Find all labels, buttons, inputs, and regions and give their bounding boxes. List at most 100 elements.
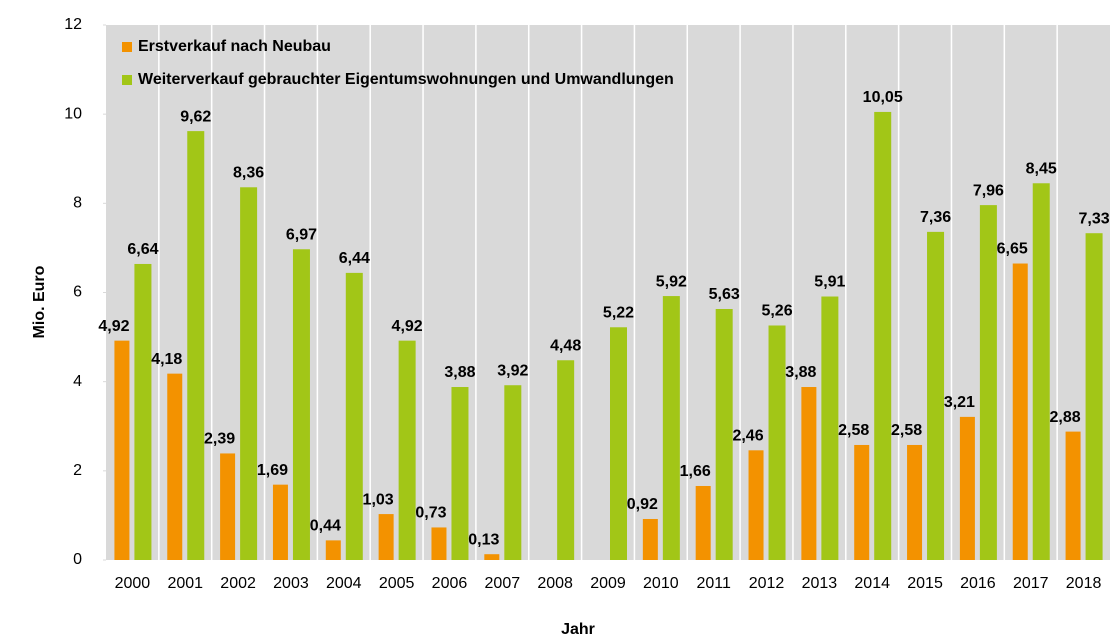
data-label: 0,73 xyxy=(415,505,446,522)
y-tick-label: 10 xyxy=(64,105,82,122)
y-tick-label: 4 xyxy=(73,373,82,390)
x-tick-label: 2009 xyxy=(590,575,626,592)
bar xyxy=(378,514,394,560)
data-label: 7,96 xyxy=(973,182,1004,199)
x-tick-label: 2005 xyxy=(379,575,415,592)
data-label: 5,91 xyxy=(814,274,845,291)
data-label: 1,03 xyxy=(363,491,394,508)
data-label: 4,48 xyxy=(550,337,581,354)
x-tick-label: 2008 xyxy=(537,575,573,592)
y-tick-label: 6 xyxy=(73,284,82,301)
data-label: 6,65 xyxy=(997,241,1028,258)
legend-swatch xyxy=(122,42,132,52)
bar xyxy=(801,387,817,560)
data-label: 2,58 xyxy=(838,422,869,439)
data-label: 0,13 xyxy=(468,531,499,548)
y-tick-label: 0 xyxy=(73,551,82,568)
x-tick-label: 2012 xyxy=(749,575,785,592)
data-label: 1,69 xyxy=(257,462,288,479)
data-label: 0,92 xyxy=(627,496,658,513)
bar xyxy=(451,387,469,560)
bar xyxy=(748,450,764,560)
bar xyxy=(1065,431,1081,560)
data-label: 9,62 xyxy=(180,108,211,125)
bar xyxy=(292,249,310,561)
data-label: 4,92 xyxy=(98,318,129,335)
data-label: 2,88 xyxy=(1050,409,1081,426)
data-label: 8,45 xyxy=(1026,160,1057,177)
data-label: 2,46 xyxy=(732,428,763,445)
x-tick-label: 2004 xyxy=(326,575,362,592)
x-tick-label: 2011 xyxy=(696,575,731,592)
data-label: 6,64 xyxy=(127,241,158,258)
bar xyxy=(325,540,341,560)
data-label: 4,92 xyxy=(392,318,423,335)
data-label: 5,63 xyxy=(709,286,740,303)
bar xyxy=(398,340,416,560)
bar xyxy=(345,272,363,560)
bar xyxy=(821,296,839,560)
x-tick-label: 2013 xyxy=(802,575,838,592)
bar xyxy=(557,360,575,560)
bar xyxy=(979,205,997,560)
legend-label: Erstverkauf nach Neubau xyxy=(138,38,331,55)
bar xyxy=(431,527,447,560)
bar xyxy=(114,340,130,560)
x-tick-label: 2010 xyxy=(643,575,679,592)
data-label: 4,18 xyxy=(151,351,182,368)
x-axis-title: Jahr xyxy=(561,621,595,638)
bar xyxy=(187,131,205,560)
x-tick-label: 2017 xyxy=(1013,575,1049,592)
bar xyxy=(662,296,680,560)
legend-swatch xyxy=(122,75,132,85)
y-tick-label: 12 xyxy=(64,16,82,33)
data-label: 5,92 xyxy=(656,273,687,290)
data-label: 1,66 xyxy=(680,463,711,480)
bar xyxy=(220,453,236,560)
data-label: 2,39 xyxy=(204,431,235,448)
data-label: 2,58 xyxy=(891,422,922,439)
x-tick-label: 2003 xyxy=(273,575,309,592)
bar xyxy=(642,518,658,560)
x-tick-label: 2007 xyxy=(485,575,521,592)
x-tick-label: 2016 xyxy=(960,575,996,592)
bar xyxy=(272,484,288,560)
bar xyxy=(854,444,870,560)
bar xyxy=(959,416,975,560)
data-label: 3,92 xyxy=(497,362,528,379)
data-label: 10,05 xyxy=(863,89,903,106)
bar xyxy=(134,263,152,560)
x-tick-label: 2002 xyxy=(220,575,256,592)
bar xyxy=(1012,263,1028,560)
data-label: 8,36 xyxy=(233,165,264,182)
y-tick-label: 8 xyxy=(73,195,82,212)
bar xyxy=(768,325,786,560)
data-label: 6,97 xyxy=(286,226,317,243)
bar xyxy=(715,308,733,560)
bar xyxy=(927,231,945,560)
x-tick-label: 2006 xyxy=(432,575,468,592)
bar xyxy=(907,444,923,560)
bar xyxy=(610,327,627,560)
bar xyxy=(695,485,711,560)
bar xyxy=(1032,183,1050,561)
bar xyxy=(484,554,500,560)
data-label: 7,33 xyxy=(1079,210,1110,227)
x-tick-label: 2014 xyxy=(854,575,890,592)
bar xyxy=(240,187,258,561)
data-label: 7,36 xyxy=(920,209,951,226)
x-tick-label: 2001 xyxy=(167,575,203,592)
x-tick-label: 2000 xyxy=(115,575,151,592)
bar xyxy=(874,111,892,560)
data-label: 5,22 xyxy=(603,304,634,321)
y-axis-title: Mio. Euro xyxy=(31,265,48,338)
bar xyxy=(167,373,183,560)
x-tick-label: 2018 xyxy=(1066,575,1102,592)
data-label: 3,21 xyxy=(944,394,975,411)
data-label: 0,44 xyxy=(310,518,341,535)
bar xyxy=(1085,233,1103,560)
data-label: 3,88 xyxy=(444,364,475,381)
data-label: 5,26 xyxy=(761,303,792,320)
bar xyxy=(504,385,522,560)
